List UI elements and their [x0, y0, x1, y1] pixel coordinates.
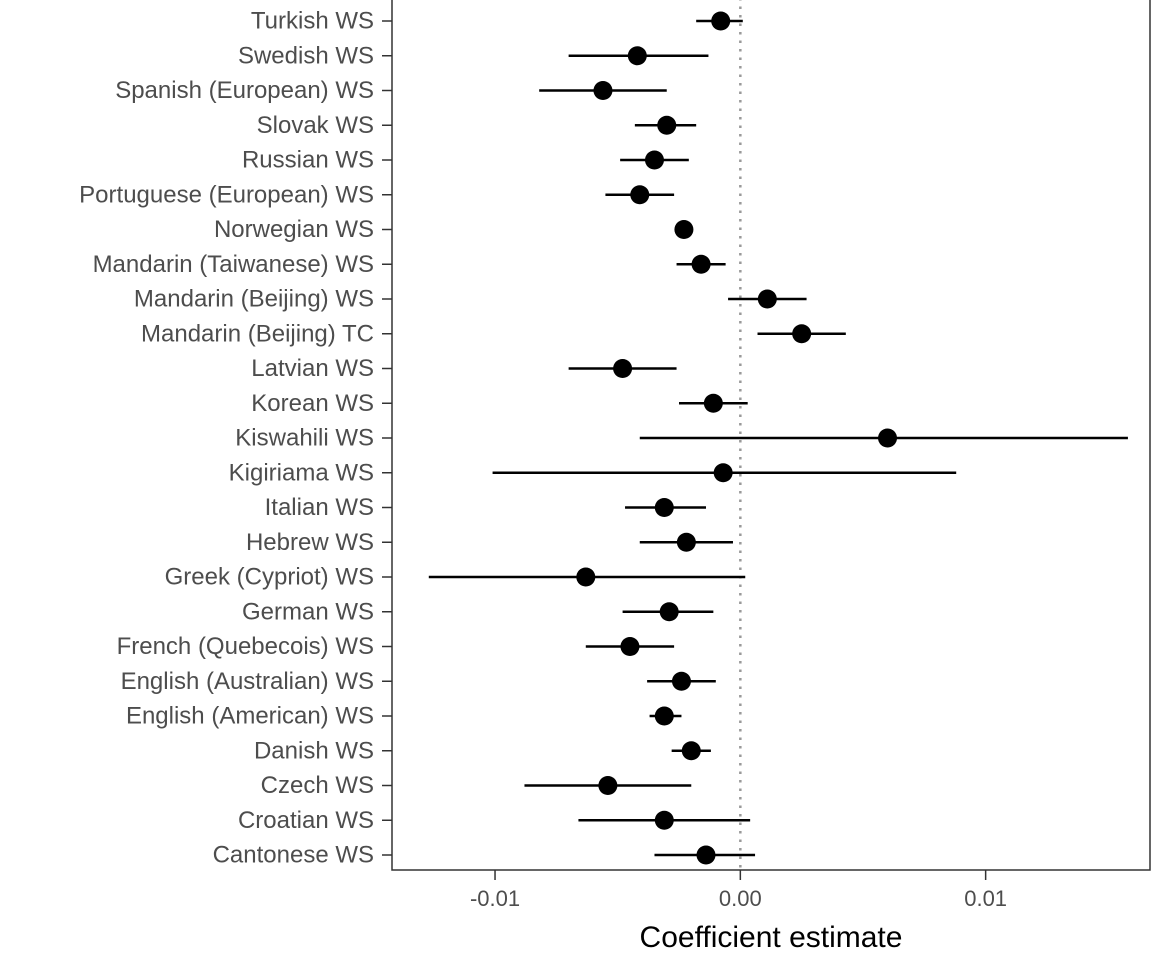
y-tick-label: Kigiriama WS	[229, 459, 374, 486]
y-tick-label: Portuguese (European) WS	[79, 181, 374, 208]
estimate-point	[792, 324, 812, 344]
data-marks	[428, 11, 1128, 865]
estimate-point	[674, 220, 694, 239]
y-tick-label: Turkish WS	[251, 8, 374, 35]
estimate-point	[703, 393, 723, 413]
x-tick-label: 0.00	[719, 886, 762, 911]
x-axis: -0.01 0.00 0.01	[470, 870, 1007, 911]
y-tick-label: Kiswahili WS	[235, 425, 374, 452]
x-axis-title: Coefficient estimate	[640, 921, 903, 954]
y-axis: Cantonese WS Croatian WS Czech WS Danish WS…	[79, 8, 392, 869]
y-tick-label: Croatian WS	[238, 807, 374, 834]
estimate-point	[627, 46, 647, 66]
y-tick-label: Czech WS	[261, 772, 374, 799]
y-tick-label: English (Australian) WS	[121, 668, 374, 695]
estimate-point	[576, 567, 596, 587]
y-tick-label: Korean WS	[251, 390, 374, 417]
y-tick-label: Italian WS	[265, 494, 374, 521]
estimate-point	[696, 845, 716, 865]
estimate-point	[681, 741, 701, 761]
estimate-point	[630, 185, 650, 205]
y-tick-label: Swedish WS	[238, 42, 374, 69]
y-tick-label: German WS	[242, 598, 374, 625]
y-tick-label: Latvian WS	[251, 355, 374, 382]
estimate-point	[644, 150, 664, 170]
y-tick-label: Russian WS	[242, 147, 374, 174]
y-tick-label: Mandarin (Taiwanese) WS	[93, 251, 374, 278]
y-tick-label: Cantonese WS	[213, 842, 374, 869]
estimate-point	[620, 637, 640, 656]
x-tick-label: -0.01	[470, 886, 520, 911]
y-tick-label: Danish WS	[254, 737, 374, 764]
y-tick-label: Mandarin (Beijing) TC	[141, 320, 374, 347]
estimate-point	[613, 359, 633, 378]
x-tick-label: 0.01	[964, 886, 1007, 911]
estimate-point	[713, 463, 733, 483]
estimate-point	[657, 115, 677, 135]
estimate-point	[654, 810, 674, 830]
estimate-point	[691, 254, 711, 274]
y-tick-label: Spanish (European) WS	[115, 77, 374, 104]
estimate-point	[878, 428, 898, 448]
estimate-point	[676, 532, 696, 552]
y-tick-label: Greek (Cypriot) WS	[165, 564, 374, 591]
y-tick-label: Norwegian WS	[214, 216, 374, 243]
plot-panel	[391, 0, 1151, 871]
y-tick-label: Slovak WS	[257, 112, 374, 139]
y-tick-label: French (Quebecois) WS	[117, 633, 374, 660]
estimate-point	[654, 706, 674, 726]
estimate-point	[659, 602, 679, 622]
y-tick-label: Mandarin (Beijing) WS	[134, 286, 374, 313]
estimate-point	[711, 11, 731, 31]
estimate-point	[757, 289, 777, 309]
y-tick-label: Hebrew WS	[246, 529, 374, 556]
y-tick-label: English (American) WS	[126, 703, 374, 730]
estimate-point	[671, 671, 691, 691]
estimate-point	[598, 776, 618, 795]
estimate-point	[593, 81, 613, 100]
estimate-point	[654, 498, 674, 517]
